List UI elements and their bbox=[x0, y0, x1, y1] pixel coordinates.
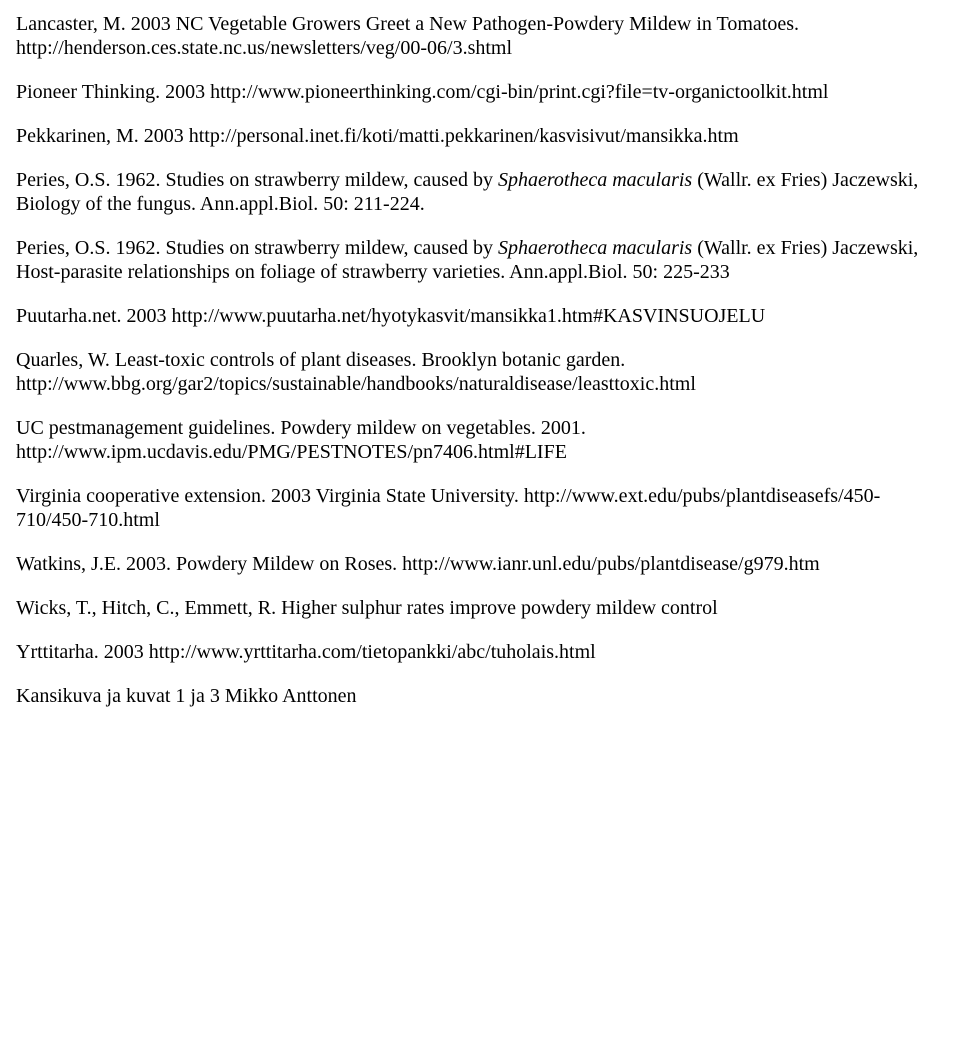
reference-list: Lancaster, M. 2003 NC Vegetable Growers … bbox=[16, 12, 944, 708]
reference-entry: Quarles, W. Least-toxic controls of plan… bbox=[16, 348, 944, 396]
reference-entry: Kansikuva ja kuvat 1 ja 3 Mikko Anttonen bbox=[16, 684, 944, 708]
reference-text: Virginia cooperative extension. 2003 Vir… bbox=[16, 485, 880, 531]
reference-text: Wicks, T., Hitch, C., Emmett, R. Higher … bbox=[16, 597, 718, 619]
reference-text: Yrttitarha. 2003 http://www.yrttitarha.c… bbox=[16, 641, 596, 663]
reference-entry: Wicks, T., Hitch, C., Emmett, R. Higher … bbox=[16, 596, 944, 620]
reference-text: Pioneer Thinking. 2003 http://www.pionee… bbox=[16, 81, 828, 103]
reference-entry: Pioneer Thinking. 2003 http://www.pionee… bbox=[16, 80, 944, 104]
reference-entry: Peries, O.S. 1962. Studies on strawberry… bbox=[16, 236, 944, 284]
reference-entry: Puutarha.net. 2003 http://www.puutarha.n… bbox=[16, 304, 944, 328]
reference-entry: Watkins, J.E. 2003. Powdery Mildew on Ro… bbox=[16, 552, 944, 576]
reference-entry: Virginia cooperative extension. 2003 Vir… bbox=[16, 484, 944, 532]
reference-text: Peries, O.S. 1962. Studies on strawberry… bbox=[16, 169, 498, 191]
reference-entry: Lancaster, M. 2003 NC Vegetable Growers … bbox=[16, 12, 944, 60]
reference-italic-text: Sphaerotheca macularis bbox=[498, 237, 692, 259]
reference-italic-text: Sphaerotheca macularis bbox=[498, 169, 692, 191]
reference-text: Pekkarinen, M. 2003 http://personal.inet… bbox=[16, 125, 739, 147]
reference-entry: Peries, O.S. 1962. Studies on strawberry… bbox=[16, 168, 944, 216]
reference-text: Lancaster, M. 2003 NC Vegetable Growers … bbox=[16, 13, 799, 59]
reference-text: Peries, O.S. 1962. Studies on strawberry… bbox=[16, 237, 498, 259]
reference-text: Kansikuva ja kuvat 1 ja 3 Mikko Anttonen bbox=[16, 685, 357, 707]
reference-text: UC pestmanagement guidelines. Powdery mi… bbox=[16, 417, 586, 463]
reference-text: Puutarha.net. 2003 http://www.puutarha.n… bbox=[16, 305, 765, 327]
reference-text: Quarles, W. Least-toxic controls of plan… bbox=[16, 349, 696, 395]
reference-entry: Yrttitarha. 2003 http://www.yrttitarha.c… bbox=[16, 640, 944, 664]
reference-text: Watkins, J.E. 2003. Powdery Mildew on Ro… bbox=[16, 553, 820, 575]
reference-entry: UC pestmanagement guidelines. Powdery mi… bbox=[16, 416, 944, 464]
reference-entry: Pekkarinen, M. 2003 http://personal.inet… bbox=[16, 124, 944, 148]
